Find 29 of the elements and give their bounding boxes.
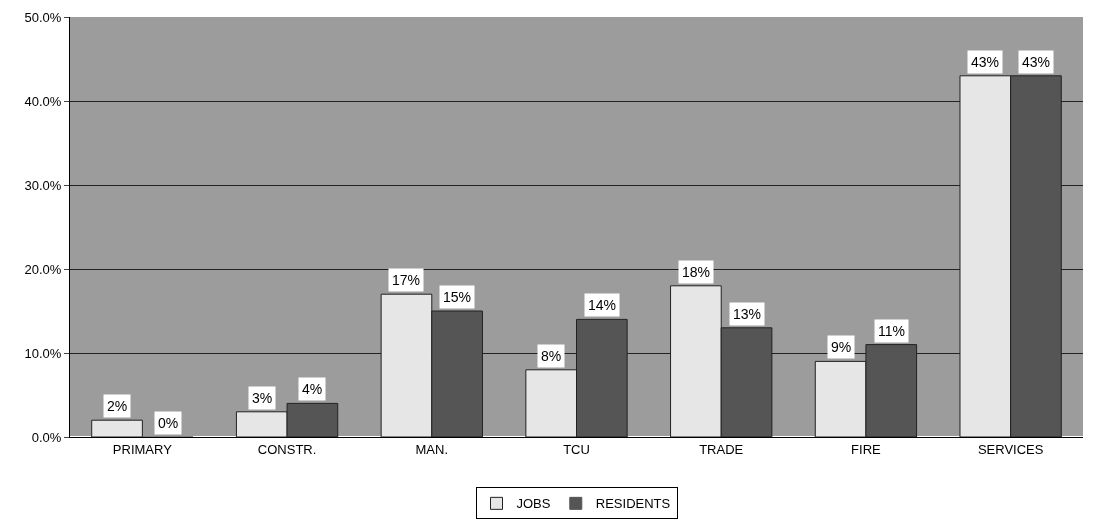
legend-label: RESIDENTS: [595, 496, 671, 512]
data-label: 0%: [158, 415, 179, 431]
x-tick-label: MAN.: [415, 441, 449, 457]
y-tick-label: 30.0%: [24, 177, 62, 193]
x-tick-label: CONSTR.: [257, 441, 317, 457]
data-label: 43%: [971, 54, 1000, 70]
y-tick-label: 10.0%: [24, 345, 62, 361]
data-label: 18%: [682, 264, 711, 280]
data-label: 8%: [541, 348, 562, 364]
data-label: 13%: [733, 306, 762, 322]
x-tick-label: SERVICES: [977, 441, 1044, 457]
data-label: 15%: [443, 289, 472, 305]
x-tick-label: PRIMARY: [112, 441, 173, 457]
x-tick-label: TRADE: [699, 441, 744, 457]
data-label: 11%: [878, 323, 905, 339]
legend-label: JOBS: [516, 496, 551, 512]
data-label: 9%: [831, 339, 852, 355]
data-label: 43%: [1022, 54, 1051, 70]
y-tick-label: 20.0%: [24, 261, 62, 277]
data-label: 3%: [252, 390, 273, 406]
data-label: 14%: [588, 297, 617, 313]
y-tick-label: 50.0%: [24, 9, 62, 25]
x-tick-label: FIRE: [851, 441, 882, 457]
y-tick-label: 40.0%: [24, 93, 62, 109]
data-label: 17%: [392, 272, 421, 288]
data-label: 4%: [302, 381, 323, 397]
x-tick-label: TCU: [563, 441, 590, 457]
data-label: 2%: [107, 398, 128, 414]
y-tick-label: 0.0%: [31, 429, 62, 445]
